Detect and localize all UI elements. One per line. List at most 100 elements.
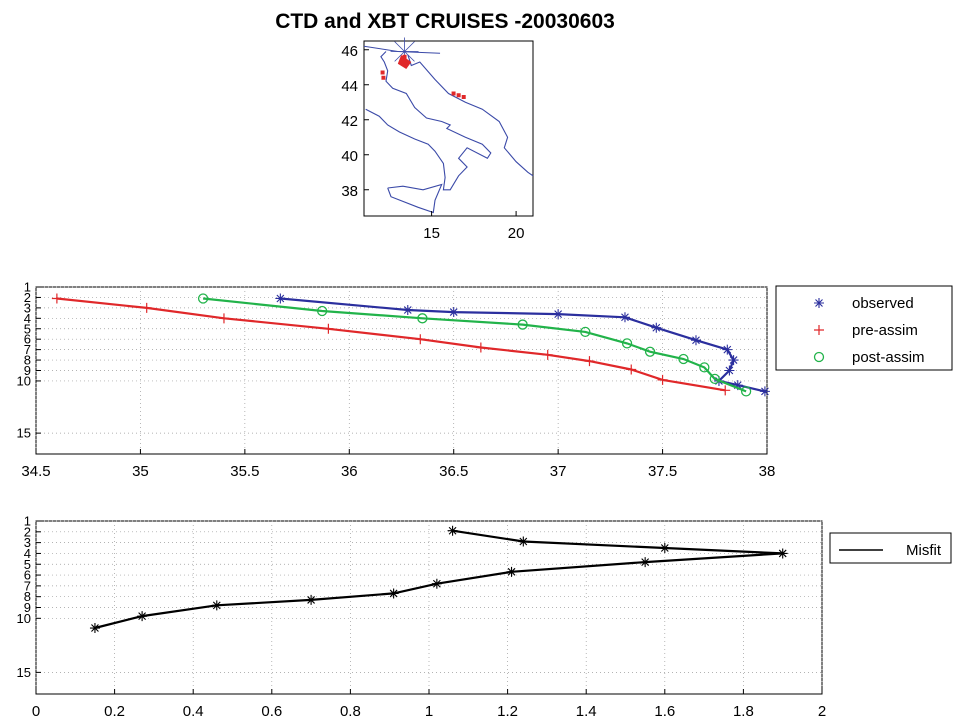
salinity-point-observed: [728, 355, 739, 366]
salinity-legend: [775, 285, 953, 371]
misfit-point-Misfit: [431, 578, 442, 589]
misfit-ytick-label: 8: [24, 589, 31, 604]
salinity-ytick-label: 4: [24, 311, 31, 326]
misfit-xtick-label: 1.2: [497, 703, 518, 720]
salinity-point-observed: [275, 293, 286, 304]
salinity-point-pre-assim: [720, 385, 731, 396]
cruise-starburst: [394, 41, 405, 52]
misfit-ytick-label: 6: [24, 568, 31, 583]
salinity-point-post-assim: [316, 305, 328, 317]
map-ytick-label: 46: [341, 43, 358, 60]
misfit-point-Misfit: [777, 548, 788, 559]
cruise-cluster: [397, 55, 412, 69]
salinity-xtick-label: 35: [132, 463, 149, 480]
salinity-point-post-assim: [709, 373, 720, 385]
salinity-point-observed: [722, 344, 733, 355]
misfit-point-Misfit: [211, 600, 222, 611]
misfit-ytick-label: 10: [17, 611, 31, 626]
salinity-legend-label: post-assim: [852, 349, 925, 366]
misfit-ytick-label: 1: [24, 514, 31, 529]
salinity-ytick-label: 2: [24, 290, 31, 305]
salinity-point-post-assim: [678, 353, 689, 365]
salinity-line-post-assim: [202, 297, 747, 393]
misfit-xtick-label: 0.6: [261, 703, 282, 720]
misfit-xtick-label: 0.2: [104, 703, 125, 720]
salinity-ytick-label: 7: [24, 342, 31, 357]
salinity-point-observed: [759, 386, 770, 397]
misfit-ytick-label: 15: [17, 665, 31, 680]
misfit-point-Misfit: [388, 588, 399, 599]
salinity-point-pre-assim: [626, 364, 637, 375]
salinity-xtick-label: 37.5: [648, 463, 677, 480]
balkan-coastline: [407, 54, 534, 177]
salinity-xtick-label: 38: [759, 463, 776, 480]
salinity-point-observed: [553, 309, 564, 320]
salinity-point-pre-assim: [323, 323, 334, 334]
salinity-legend-label: observed: [852, 295, 914, 312]
salinity-point-observed: [690, 335, 701, 346]
misfit-legend-label: Misfit: [906, 542, 942, 559]
misfit-point-Misfit: [506, 566, 517, 577]
map-axes-box: [363, 40, 534, 217]
misfit-ytick-label: 4: [24, 546, 31, 561]
misfit-ytick-label: 9: [24, 600, 31, 615]
salinity-point-post-assim: [740, 386, 752, 397]
misfit-xtick-label: 0.4: [183, 703, 204, 720]
salinity-point-observed: [448, 307, 459, 318]
salinity-ytick-label: 10: [17, 373, 31, 388]
misfit-point-Misfit: [518, 536, 529, 547]
salinity-point-post-assim: [621, 338, 633, 349]
misfit-point-Misfit: [306, 594, 317, 605]
salinity-point-pre-assim: [475, 342, 486, 353]
salinity-xtick-label: 34.5: [21, 463, 50, 480]
misfit-xtick-label: 2: [818, 703, 826, 720]
misfit-point-Misfit: [137, 611, 148, 622]
misfit-legend: [829, 532, 952, 564]
figure-title: CTD and XBT CRUISES -20030603: [275, 10, 615, 33]
salinity-legend-label: pre-assim: [852, 322, 918, 339]
salinity-series-pre-assim: [51, 293, 731, 396]
map-ytick-label: 40: [341, 148, 358, 165]
salinity-ytick-label: 1: [24, 280, 31, 295]
salinity-point-pre-assim: [51, 293, 62, 304]
salinity-ytick-label: 3: [24, 300, 31, 315]
cruise-starburst: [394, 51, 405, 62]
cruise-starburst: [404, 41, 415, 52]
salinity-point-pre-assim: [218, 313, 229, 324]
cruise-starburst: [404, 51, 415, 62]
salinity-point-post-assim: [417, 313, 428, 324]
salinity-point-observed: [651, 322, 662, 333]
salinity-point-observed: [732, 380, 743, 391]
cruise-point: [456, 93, 461, 98]
cruise-point: [402, 54, 407, 59]
misfit-point-Misfit: [447, 525, 458, 536]
salinity-xtick-label: 35.5: [230, 463, 259, 480]
misfit-point-Misfit: [659, 543, 670, 554]
cruise-point: [461, 95, 466, 99]
misfit-xtick-label: 1.6: [654, 703, 675, 720]
salinity-point-post-assim: [197, 293, 209, 304]
salinity-point-post-assim: [699, 362, 710, 373]
cruise-point: [381, 75, 386, 80]
salinity-legend-swatch: [814, 325, 824, 335]
salinity-axes-box: [35, 286, 768, 455]
map-xtick-label: 15: [423, 225, 440, 242]
salinity-ytick-label: 6: [24, 332, 31, 347]
salinity-legend-swatch: [814, 298, 824, 308]
cruise-point: [451, 91, 456, 96]
salinity-point-observed: [619, 312, 630, 323]
misfit-xtick-label: 1.4: [576, 703, 597, 720]
misfit-xtick-label: 1: [425, 703, 433, 720]
map-panel: 38 40 42 44 46 15 20: [341, 37, 534, 242]
italy-coastline: [365, 51, 492, 191]
salinity-xtick-label: 36: [341, 463, 358, 480]
salinity-point-pre-assim: [415, 334, 426, 345]
salinity-ytick-label: 9: [24, 363, 31, 378]
misfit-ytick-label: 3: [24, 535, 31, 550]
salinity-legend-swatch: [813, 351, 825, 363]
misfit-series-Misfit: [89, 525, 788, 634]
map-xtick-label: 20: [508, 225, 525, 242]
misfit-profile-panel: 0 0.2 0.4 0.6 0.8 1 1.2 1.4 1.6 1.8 21234567891015…: [17, 514, 952, 720]
